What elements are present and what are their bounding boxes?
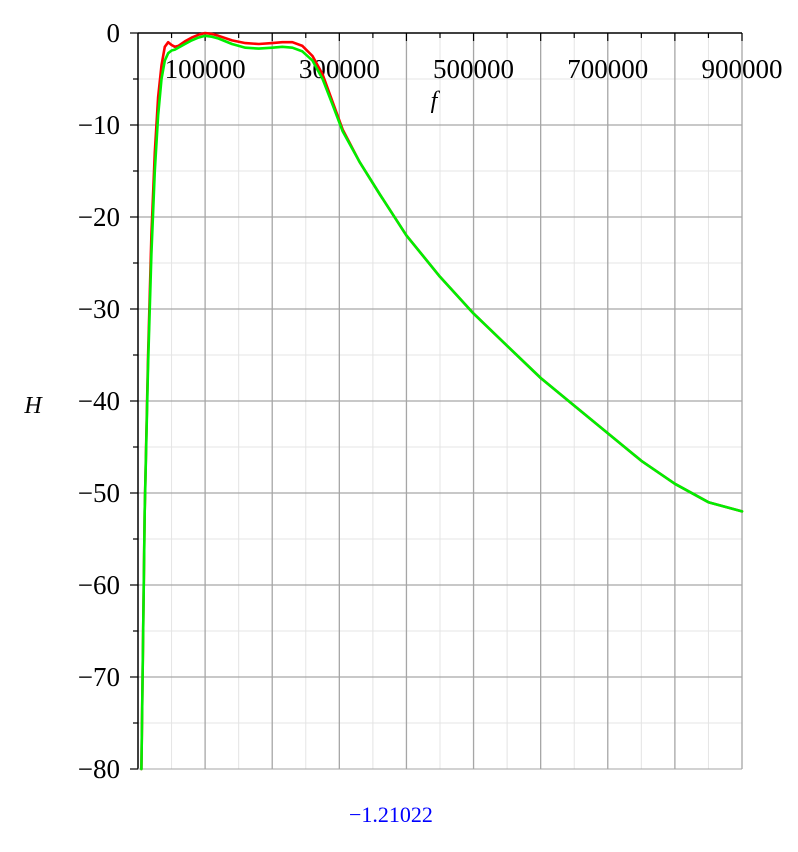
value-readout: −1.21022: [349, 802, 433, 827]
y-tick-label: 0: [107, 18, 121, 48]
major-grid: [138, 33, 743, 769]
y-tick-label: −50: [78, 478, 120, 508]
y-tick-label: −20: [78, 202, 120, 232]
x-tick-label: 500000: [433, 54, 514, 84]
series-line-2: [140, 34, 744, 771]
y-tick-label: −60: [78, 570, 120, 600]
series-layer: [140, 31, 744, 771]
y-tick-label: −70: [78, 662, 120, 692]
y-axis-label: H: [23, 393, 43, 419]
x-tick-label: 100000: [165, 54, 246, 84]
x-tick-label: 900000: [702, 54, 783, 84]
tick-labels: 100000 300000 500000 700000 9000000−10−20−30…: [78, 18, 783, 784]
tick-marks: [130, 32, 743, 770]
x-tick-label: 700000: [567, 54, 648, 84]
y-tick-label: −30: [78, 294, 120, 324]
y-tick-label: −10: [78, 110, 120, 140]
y-tick-label: −40: [78, 386, 120, 416]
y-tick-label: −80: [78, 754, 120, 784]
x-axis-label: f: [431, 88, 441, 114]
